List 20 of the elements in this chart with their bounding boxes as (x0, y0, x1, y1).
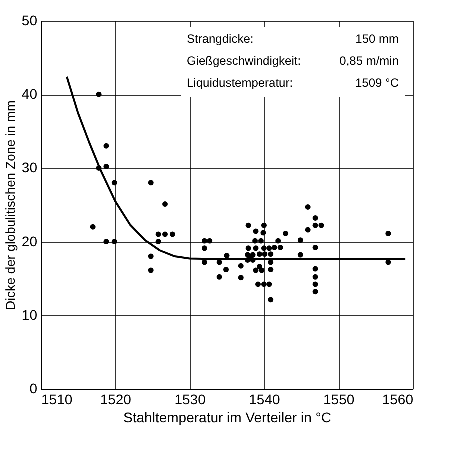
x-tick-label: 1520 (100, 392, 132, 408)
annotation: 1509 °C (356, 76, 400, 90)
y-axis-title: Dicke der globulitischen Zone in mm (2, 100, 18, 310)
x-tick-label: 1550 (324, 392, 355, 408)
annotation: 150 mm (356, 32, 399, 46)
x-tick-label: 1510 (42, 392, 73, 408)
y-tick-label: 0 (30, 380, 38, 396)
y-tick-label: 40 (22, 86, 38, 102)
x-tick-label: 1530 (174, 392, 206, 408)
annotation: Strangdicke: (187, 32, 254, 46)
y-tick-label: 50 (22, 12, 38, 28)
annotation: Gießgeschwindigkeit: (187, 54, 302, 68)
y-tick-label: 30 (22, 160, 38, 176)
y-tick-label: 20 (22, 233, 38, 250)
annotation: 0,85 m/min (340, 54, 399, 68)
x-axis-title: Stahltemperatur im Verteiler in °C (124, 410, 332, 426)
annotation: Liquidustemperatur: (187, 76, 294, 90)
y-tick-label: 10 (22, 306, 38, 323)
x-tick-label: 1560 (382, 392, 414, 408)
x-tick-label: 1540 (249, 392, 280, 408)
